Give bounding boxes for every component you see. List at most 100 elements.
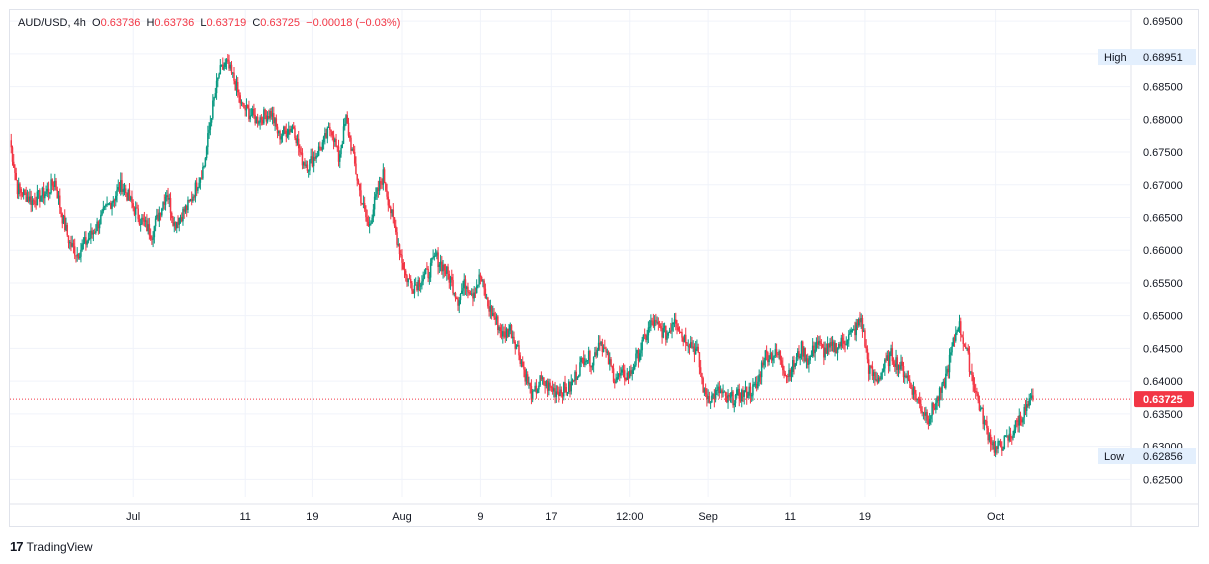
candle-down — [484, 283, 487, 299]
candle-body — [950, 352, 952, 355]
candle-up — [342, 118, 345, 145]
candle-body — [928, 418, 931, 424]
candle-up — [83, 231, 86, 245]
candle-down — [657, 317, 660, 331]
candle-up — [57, 190, 60, 205]
candle-down — [39, 188, 41, 208]
candle-body — [306, 164, 309, 171]
candle-body — [682, 337, 684, 343]
candle-up — [78, 252, 81, 260]
candle-up — [375, 187, 377, 200]
candle-body — [367, 222, 370, 226]
candle-body — [548, 382, 550, 391]
candle-body — [77, 254, 80, 258]
candle-down — [974, 383, 977, 399]
x-tick-label: Sep — [698, 511, 718, 523]
candle-body — [681, 332, 683, 338]
candle-down — [978, 395, 981, 412]
candle-body — [230, 64, 233, 73]
candle-body — [182, 208, 184, 222]
candle-body — [757, 381, 759, 389]
candle-body — [622, 369, 625, 371]
candle-up — [712, 393, 714, 399]
candle-down — [911, 384, 913, 400]
candle-up — [391, 209, 393, 217]
candle-up — [345, 114, 347, 126]
candle-down — [546, 378, 549, 398]
candle-body — [607, 351, 610, 365]
candle-up — [187, 196, 189, 214]
candle-body — [747, 395, 749, 398]
candle-body — [945, 373, 947, 388]
candle-body — [1028, 398, 1030, 406]
candle-body — [1023, 406, 1025, 418]
candle-body — [146, 220, 148, 232]
candle-up — [317, 142, 320, 157]
candle-up — [826, 336, 829, 357]
candle-down — [908, 375, 911, 389]
candle-up — [434, 248, 437, 257]
candle-up — [339, 150, 341, 169]
candle-up — [855, 318, 857, 342]
candle-body — [651, 320, 653, 322]
candle-up — [666, 330, 668, 343]
candle-up — [111, 201, 113, 216]
candle-body — [255, 116, 258, 124]
candle-down — [658, 320, 661, 329]
candle-down — [447, 263, 449, 280]
candle-up — [209, 115, 212, 136]
candle-up — [763, 357, 765, 370]
candle-up — [579, 356, 581, 377]
candle-down — [403, 262, 406, 279]
candle-body — [421, 281, 423, 286]
candle-body — [126, 192, 128, 201]
candle-body — [998, 441, 1001, 443]
candle-up — [890, 344, 892, 357]
candle-down — [234, 78, 236, 91]
candle-body — [579, 362, 581, 376]
candle-body — [825, 347, 828, 354]
candle-body — [478, 274, 480, 285]
candle-body — [366, 217, 368, 223]
candle-body — [560, 389, 563, 394]
candle-body — [783, 370, 785, 374]
candle-body — [591, 365, 594, 368]
candle-body — [988, 434, 991, 441]
candle-body — [436, 252, 438, 256]
candle-up — [571, 378, 574, 386]
candle-body — [773, 355, 775, 358]
candle-body — [98, 224, 101, 229]
candle-up — [1030, 388, 1033, 401]
candle-down — [999, 438, 1002, 448]
candle-up — [370, 220, 372, 226]
candle-body — [922, 412, 925, 414]
candle-body — [672, 322, 675, 325]
candle-body — [403, 269, 406, 271]
candle-body — [581, 357, 584, 359]
candle-up — [640, 342, 642, 361]
candle-body — [199, 177, 202, 183]
candle-body — [423, 273, 426, 279]
candle-down — [480, 275, 483, 282]
candle-body — [792, 360, 794, 372]
candle-up — [22, 188, 25, 200]
candle-body — [431, 257, 433, 263]
candle-up — [516, 340, 519, 347]
candle-down — [887, 350, 890, 374]
candle-body — [592, 356, 595, 366]
open-value: 0.63736 — [100, 17, 141, 29]
candle-up — [82, 237, 85, 250]
candle-down — [806, 353, 809, 369]
candle-up — [810, 350, 813, 357]
candle-up — [948, 348, 951, 379]
candle-body — [958, 321, 961, 328]
tradingview-logo[interactable]: 17 TradingView — [10, 539, 93, 554]
candle-up — [717, 382, 719, 397]
candle-body — [563, 382, 565, 397]
candle-down — [325, 128, 327, 139]
candle-body — [750, 395, 753, 397]
candle-body — [418, 280, 421, 287]
candle-down — [61, 212, 64, 229]
candle-up — [424, 267, 427, 275]
